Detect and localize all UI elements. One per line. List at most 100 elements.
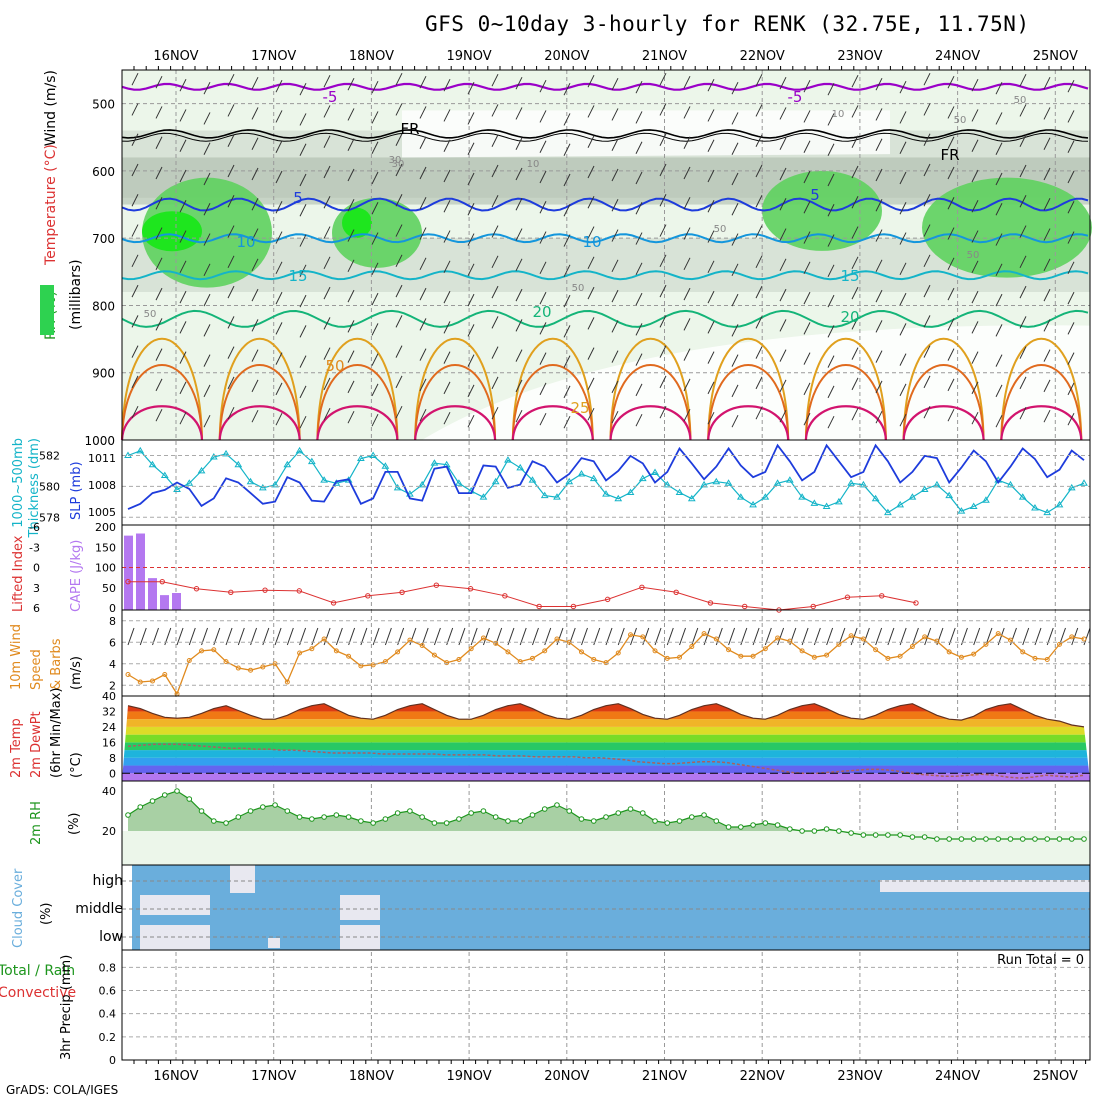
thickness-point bbox=[1006, 480, 1015, 488]
wind-axis-label: (m/s) bbox=[69, 656, 84, 690]
thickness-point bbox=[197, 466, 206, 474]
wind-barb bbox=[755, 316, 763, 329]
wind-axis-label: Wind (m/s) bbox=[43, 70, 59, 146]
wind-barb bbox=[467, 233, 475, 246]
wind-barb bbox=[1067, 201, 1075, 214]
wind-barb bbox=[251, 228, 259, 241]
lifted-index-point bbox=[810, 603, 816, 610]
wind-barb bbox=[1067, 261, 1075, 275]
wind-barb bbox=[659, 284, 667, 298]
thickness-point bbox=[663, 480, 672, 488]
wind-barb bbox=[1043, 228, 1051, 241]
freezing-level-line bbox=[121, 129, 1089, 139]
lifted-index-point bbox=[673, 589, 679, 595]
lifted-index-point bbox=[502, 593, 508, 599]
wind-barb bbox=[755, 255, 763, 269]
wind-barb bbox=[1067, 291, 1075, 305]
wind-barb bbox=[539, 382, 547, 396]
top-date-label: 22NOV bbox=[740, 49, 785, 64]
wind-barb bbox=[323, 135, 331, 148]
wind-speed-point bbox=[1069, 634, 1075, 640]
wind-barb bbox=[995, 354, 1003, 367]
wind-barb bbox=[875, 320, 883, 333]
thickness-point bbox=[222, 449, 230, 457]
wind-speed-point bbox=[689, 644, 695, 650]
wind-barb bbox=[251, 76, 259, 90]
rh2m-point bbox=[983, 836, 989, 842]
wind-speed-point bbox=[125, 672, 131, 677]
wind-barb bbox=[227, 225, 235, 238]
wind-barb bbox=[587, 226, 595, 239]
wind-speed-point bbox=[333, 648, 339, 654]
wind-barb bbox=[443, 169, 451, 183]
wind-barb bbox=[323, 74, 331, 88]
wind-barb bbox=[635, 171, 643, 185]
wind-barb bbox=[443, 109, 451, 122]
wind-barb bbox=[851, 407, 859, 421]
thickness-title-label: 1000~500mb bbox=[11, 438, 26, 528]
wind-barb bbox=[347, 410, 355, 424]
wind-barb bbox=[1019, 255, 1027, 269]
wind-barb bbox=[923, 254, 931, 268]
wind-barb bbox=[611, 380, 619, 394]
wind-barb bbox=[203, 81, 211, 95]
rh2m-point bbox=[676, 818, 683, 824]
wind-barb bbox=[899, 383, 907, 397]
thickness-point bbox=[847, 479, 856, 486]
wind-barb bbox=[539, 352, 547, 365]
wind-barb bbox=[203, 384, 211, 398]
pressure-tick-label: 500 bbox=[92, 98, 115, 112]
wind-barb bbox=[323, 226, 331, 239]
wind-barb bbox=[1067, 231, 1075, 244]
wind-barb bbox=[995, 172, 1003, 186]
thickness-point bbox=[810, 499, 819, 506]
bottom-date-label: 21NOV bbox=[642, 1069, 687, 1084]
surface-wind-barb bbox=[482, 627, 490, 646]
wind-barb bbox=[179, 169, 187, 183]
wind-barb bbox=[899, 111, 907, 124]
rh2m-point bbox=[603, 814, 609, 820]
wind-barb bbox=[275, 382, 283, 396]
rh2m-point bbox=[480, 808, 487, 814]
bottom-date-label: 22NOV bbox=[740, 1069, 785, 1084]
wind-barb bbox=[707, 260, 715, 274]
wind-barb bbox=[179, 109, 187, 122]
thickness-point bbox=[307, 457, 316, 465]
rh-dry-upper bbox=[402, 110, 890, 158]
wind-barb bbox=[731, 324, 739, 337]
wind-speed-point bbox=[493, 640, 499, 646]
wind-barb bbox=[827, 355, 835, 368]
wind-barb bbox=[563, 204, 571, 217]
top-date-label: 24NOV bbox=[935, 49, 980, 64]
surface-wind-barb bbox=[1071, 627, 1079, 646]
wind-barb bbox=[275, 110, 283, 123]
wind-barb bbox=[1067, 412, 1075, 426]
precip-tick: 0.8 bbox=[99, 961, 117, 974]
wind-barb bbox=[755, 195, 763, 208]
wind-barb bbox=[779, 228, 787, 241]
temp-band bbox=[122, 703, 1090, 712]
wind-barb bbox=[611, 259, 619, 273]
wind-speed-point bbox=[260, 664, 266, 670]
wind-barb bbox=[347, 289, 355, 303]
thickness-point bbox=[638, 474, 647, 482]
wind-speed-point bbox=[652, 648, 658, 654]
thickness-point bbox=[393, 483, 402, 491]
wind-barb bbox=[539, 110, 547, 123]
wind-barb bbox=[899, 292, 907, 306]
wind-barb bbox=[563, 355, 571, 368]
rh2m-point bbox=[1056, 836, 1063, 842]
wind-speed-point bbox=[1032, 655, 1038, 661]
thickness-point bbox=[504, 456, 512, 463]
surface-wind-barb bbox=[679, 627, 687, 646]
wind-barb bbox=[1067, 79, 1075, 93]
wind-barb bbox=[203, 112, 211, 125]
wind-barb bbox=[491, 195, 499, 208]
contour-label: FR bbox=[400, 120, 419, 138]
wind-speed-point bbox=[615, 650, 621, 656]
wind-speed-point bbox=[848, 633, 854, 639]
wind-barb bbox=[707, 200, 715, 213]
wind-barb bbox=[899, 171, 907, 185]
wind-barb bbox=[731, 142, 739, 155]
contour-label: -5 bbox=[788, 88, 803, 106]
